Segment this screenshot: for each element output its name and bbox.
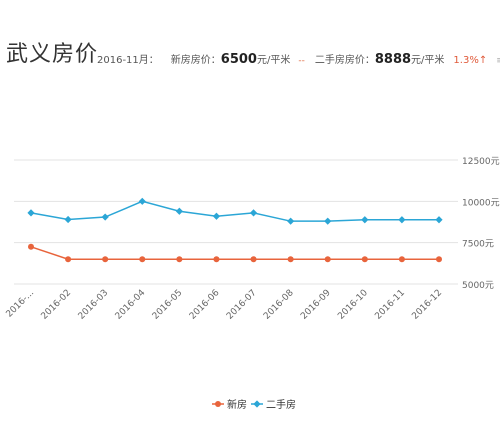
x-tick-label: 2016-...: [4, 288, 36, 320]
data-point: [435, 216, 443, 224]
y-tick-label: 12500元: [462, 157, 500, 167]
x-tick-label: 2016-12: [410, 288, 444, 322]
x-tick-label: 2016-08: [262, 288, 296, 322]
new-price-label: 新房房价：: [170, 55, 221, 66]
second-price-value: 8888: [374, 52, 412, 67]
separator: --: [298, 56, 305, 66]
data-point: [361, 216, 369, 224]
new-price-value: 6500: [220, 52, 257, 67]
second-price-label: 二手房房价：: [314, 55, 375, 66]
data-point: [139, 256, 146, 263]
data-point: [102, 256, 109, 263]
legend-label: 二手房: [266, 398, 296, 411]
data-point: [212, 212, 221, 220]
x-tick-label: 2016-03: [77, 288, 111, 322]
second-price-unit: 元/平米: [411, 55, 445, 66]
data-point: [28, 243, 34, 250]
data-point: [176, 256, 183, 263]
x-tick-label: 2016-02: [40, 288, 74, 322]
data-point: [250, 256, 257, 263]
y-tick-label: 5000元: [462, 281, 494, 291]
period-label: 2016-11月：: [97, 55, 159, 66]
price-change: 1.3%↑: [453, 55, 488, 66]
data-point: [398, 256, 405, 263]
x-tick-label: 2016-04: [114, 288, 148, 322]
legend-marker: [215, 401, 221, 407]
x-tick-label: 2016-10: [336, 288, 370, 322]
data-point: [361, 256, 368, 263]
data-point: [65, 256, 72, 263]
data-point: [324, 256, 331, 263]
series-line: [30, 200, 439, 222]
x-tick-label: 2016-09: [299, 288, 333, 322]
data-point: [324, 217, 332, 225]
data-point: [175, 207, 183, 215]
series-line: [30, 246, 439, 260]
data-point: [287, 217, 295, 225]
x-tick-label: 2016-07: [225, 288, 259, 322]
y-tick-label: 10000元: [462, 198, 500, 208]
price-summary: 2016-11月： 新房房价： 6500 元/平米 -- 二手房房价： 8888…: [97, 51, 500, 67]
x-tick-label: 2016-11: [373, 288, 407, 322]
data-point: [287, 256, 294, 263]
legend-marker: [253, 400, 261, 408]
data-point: [138, 197, 146, 205]
y-tick-label: 7500元: [462, 240, 494, 250]
data-point: [27, 209, 35, 217]
x-tick-label: 2016-06: [188, 288, 222, 322]
list-icon[interactable]: ≡: [496, 56, 500, 66]
data-point: [436, 256, 442, 263]
data-point: [249, 209, 258, 217]
new-price-unit: 元/平米: [256, 55, 291, 66]
x-tick-label: 2016-05: [151, 288, 185, 322]
data-point: [101, 213, 109, 221]
data-point: [398, 216, 406, 224]
data-point: [64, 215, 72, 224]
data-point: [213, 256, 220, 263]
page-title: 武义房价: [6, 42, 99, 67]
legend-label: 新房: [227, 398, 247, 411]
